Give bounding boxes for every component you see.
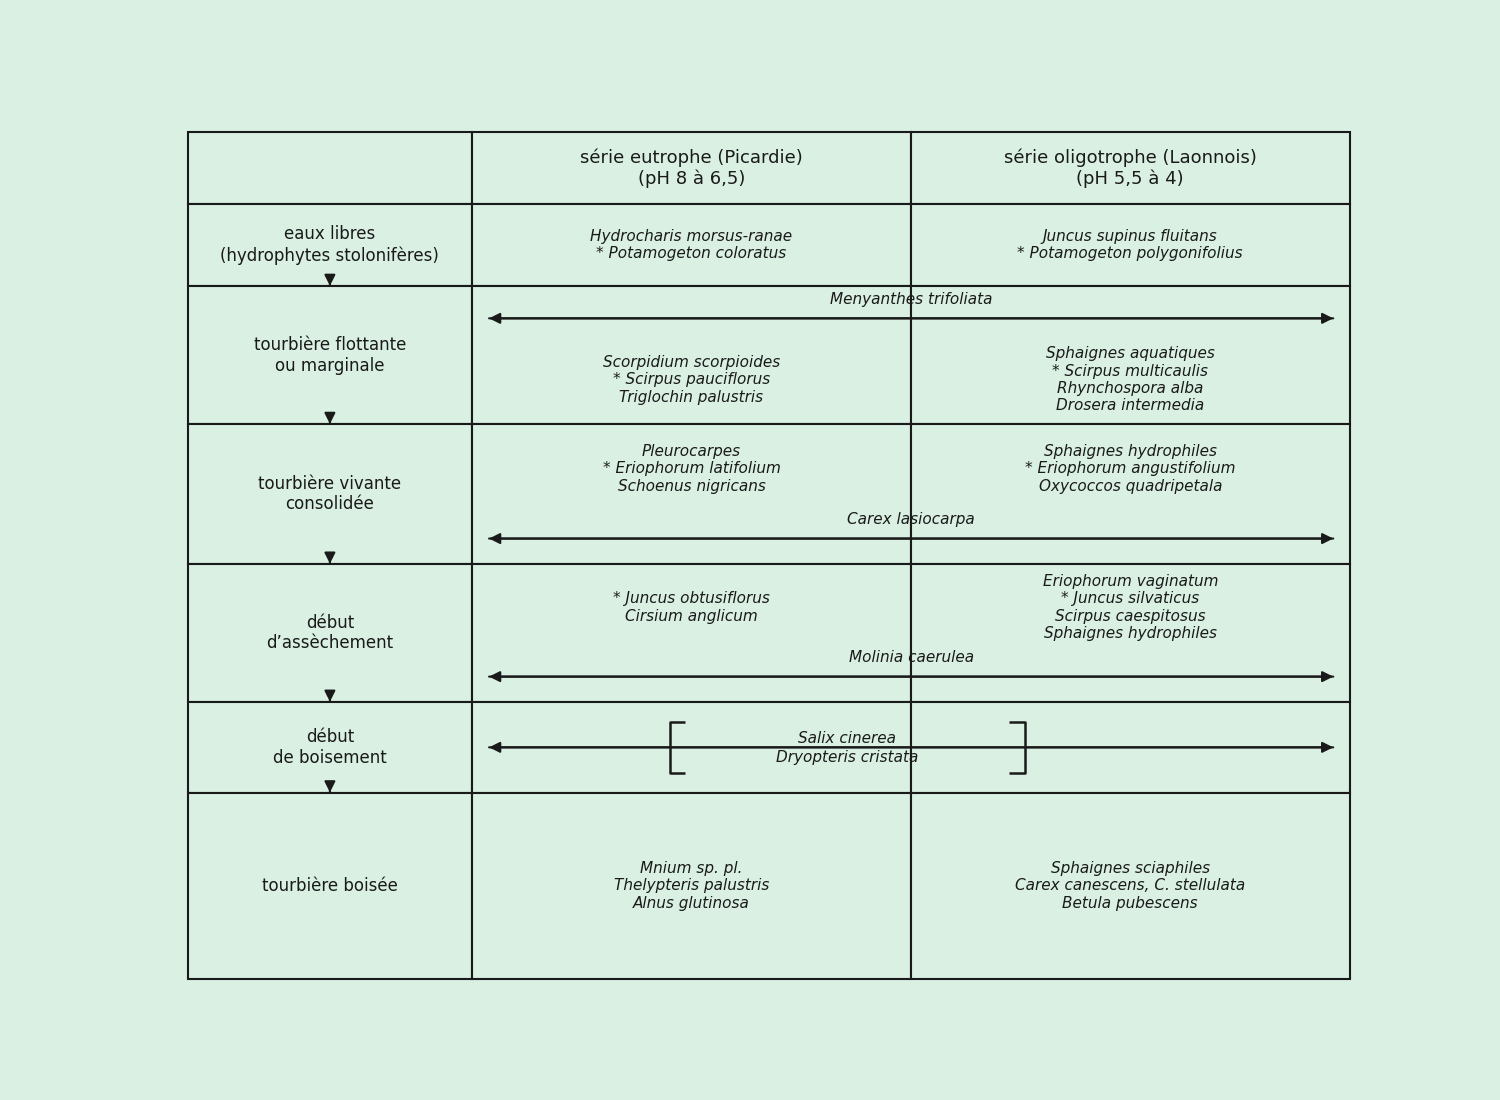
Text: eaux libres
(hydrophytes stolonifères): eaux libres (hydrophytes stolonifères) bbox=[220, 226, 440, 265]
Text: série oligotrophe (Laonnois)
(pH 5,5 à 4): série oligotrophe (Laonnois) (pH 5,5 à 4… bbox=[1004, 148, 1257, 188]
Text: Eriophorum vaginatum
* Juncus silvaticus
Scirpus caespitosus
Sphaignes hydrophil: Eriophorum vaginatum * Juncus silvaticus… bbox=[1042, 574, 1218, 641]
Text: Sphaignes hydrophiles
* Eriophorum angustifolium
Oxycoccos quadripetala: Sphaignes hydrophiles * Eriophorum angus… bbox=[1024, 443, 1236, 494]
Bar bbox=[910, 204, 1350, 286]
Bar bbox=[188, 793, 472, 979]
Bar bbox=[910, 286, 1350, 425]
Text: tourbière vivante
consolidée: tourbière vivante consolidée bbox=[258, 475, 402, 514]
Bar bbox=[910, 132, 1350, 204]
Text: début
de boisement: début de boisement bbox=[273, 728, 387, 767]
Text: Mnium sp. pl.
Thelypteris palustris
Alnus glutinosa: Mnium sp. pl. Thelypteris palustris Alnu… bbox=[614, 861, 770, 911]
Bar bbox=[472, 425, 910, 564]
Bar bbox=[472, 286, 910, 425]
Text: Carex lasiocarpa: Carex lasiocarpa bbox=[847, 513, 975, 527]
Text: Menyanthes trifoliata: Menyanthes trifoliata bbox=[830, 293, 993, 307]
Bar bbox=[188, 702, 472, 793]
Text: série eutrophe (Picardie)
(pH 8 à 6,5): série eutrophe (Picardie) (pH 8 à 6,5) bbox=[580, 148, 802, 188]
Bar bbox=[910, 702, 1350, 793]
Text: début
d’assèchement: début d’assèchement bbox=[267, 614, 393, 652]
Bar bbox=[910, 564, 1350, 702]
Text: tourbière boisée: tourbière boisée bbox=[262, 877, 398, 894]
Bar bbox=[910, 793, 1350, 979]
Bar bbox=[472, 204, 910, 286]
Bar bbox=[188, 564, 472, 702]
Bar bbox=[472, 132, 910, 204]
Text: Scorpidium scorpioides
* Scirpus pauciflorus
Triglochin palustris: Scorpidium scorpioides * Scirpus paucifl… bbox=[603, 355, 780, 405]
Text: Molinia caerulea: Molinia caerulea bbox=[849, 650, 974, 666]
Bar bbox=[188, 286, 472, 425]
Text: tourbière flottante
ou marginale: tourbière flottante ou marginale bbox=[254, 336, 406, 375]
Text: * Juncus obtusiflorus
Cirsium anglicum: * Juncus obtusiflorus Cirsium anglicum bbox=[614, 592, 770, 624]
Text: Juncus supinus fluitans
* Potamogeton polygonifolius: Juncus supinus fluitans * Potamogeton po… bbox=[1017, 229, 1244, 262]
Text: Dryopteris cristata: Dryopteris cristata bbox=[776, 750, 918, 764]
Bar bbox=[188, 204, 472, 286]
Text: Sphaignes sciaphiles
Carex canescens, C. stellulata
Betula pubescens: Sphaignes sciaphiles Carex canescens, C.… bbox=[1016, 861, 1245, 911]
Text: Pleurocarpes
* Eriophorum latifolium
Schoenus nigricans: Pleurocarpes * Eriophorum latifolium Sch… bbox=[603, 443, 780, 494]
Bar bbox=[910, 425, 1350, 564]
Bar bbox=[472, 564, 910, 702]
Text: Sphaignes aquatiques
* Scirpus multicaulis
Rhynchospora alba
Drosera intermedia: Sphaignes aquatiques * Scirpus multicaul… bbox=[1046, 346, 1215, 414]
Bar bbox=[188, 425, 472, 564]
Bar bbox=[188, 132, 472, 204]
Text: Hydrocharis morsus-ranae
* Potamogeton coloratus: Hydrocharis morsus-ranae * Potamogeton c… bbox=[591, 229, 792, 262]
Text: Salix cinerea: Salix cinerea bbox=[798, 732, 895, 747]
Bar bbox=[472, 793, 910, 979]
Bar bbox=[472, 702, 910, 793]
